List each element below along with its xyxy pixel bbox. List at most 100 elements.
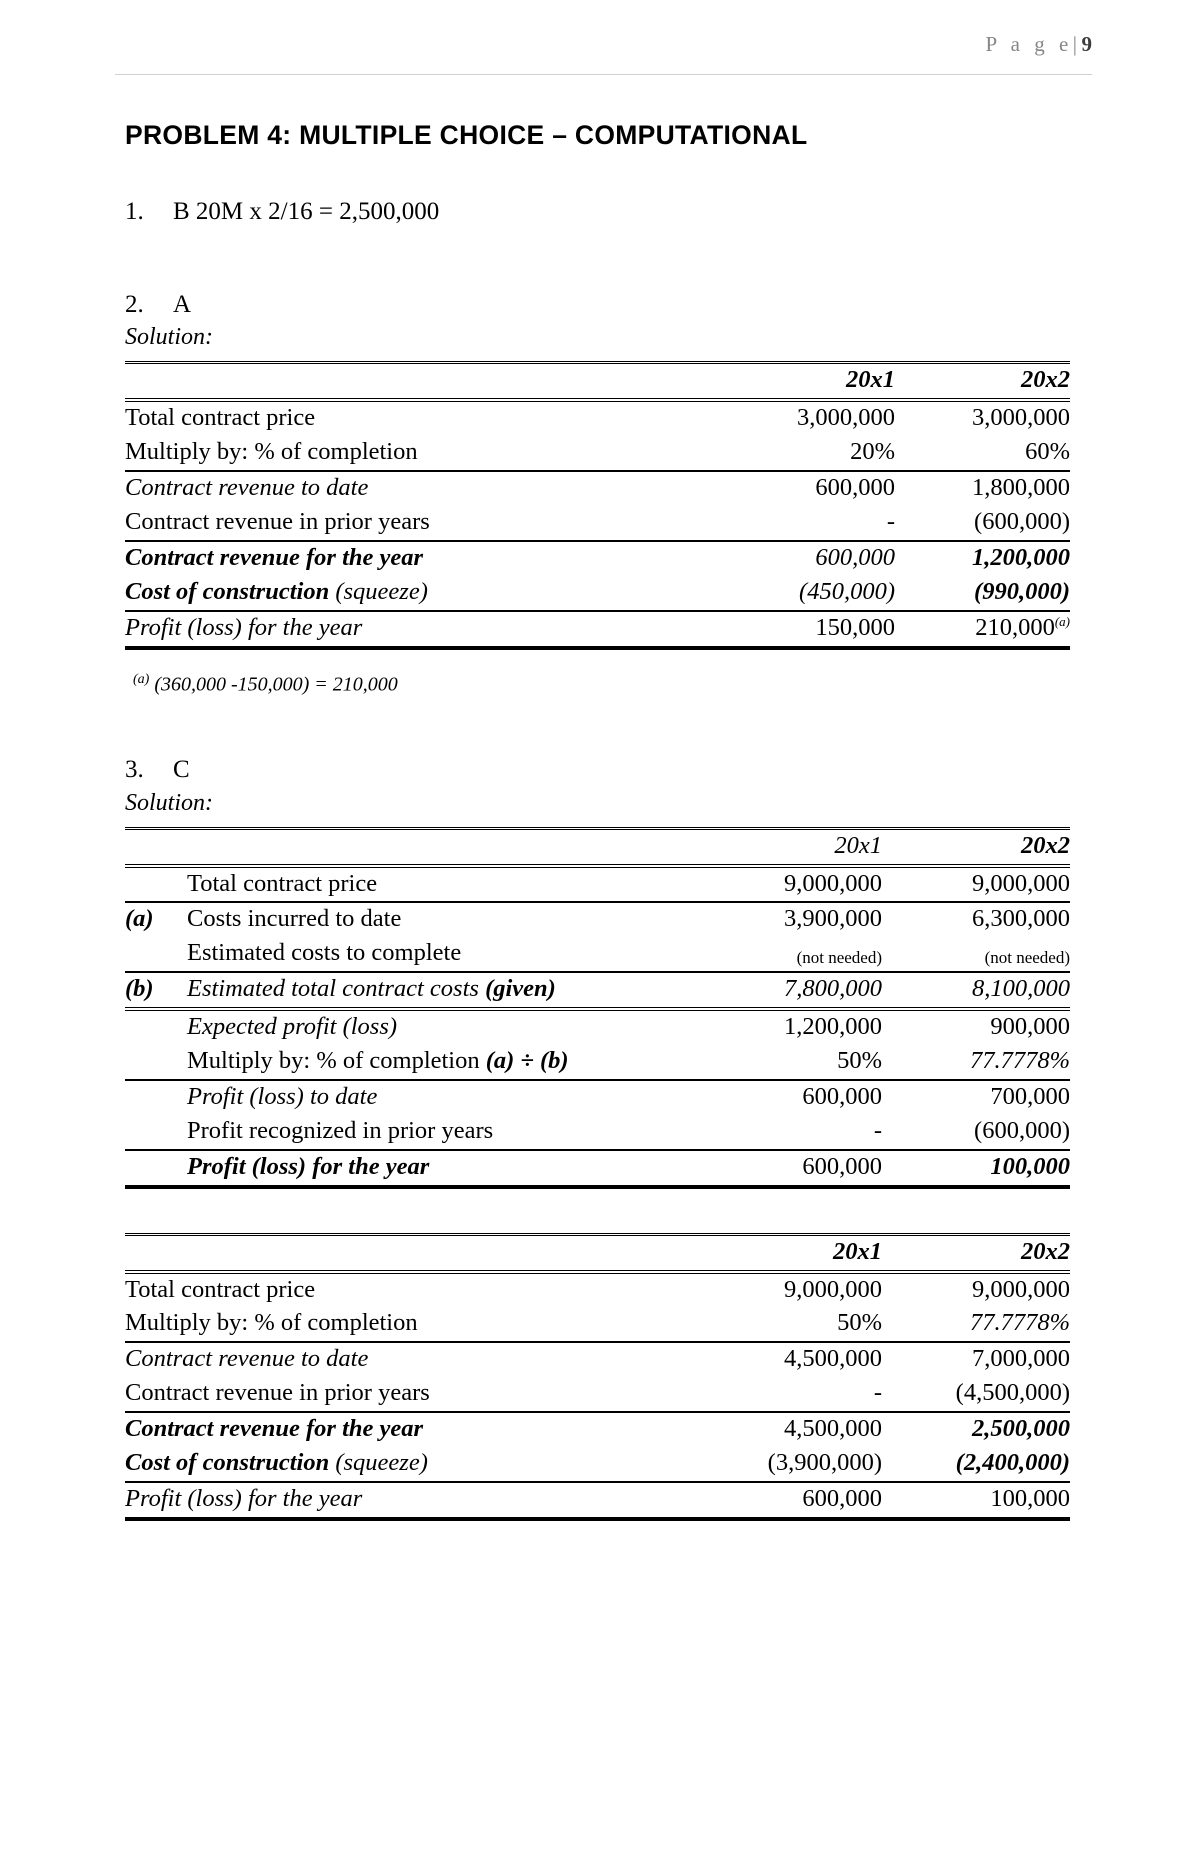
- t2-r7-v1: -: [694, 1114, 882, 1151]
- t2-r6-tag: [125, 1080, 187, 1115]
- t1-r1-v1: 20%: [720, 436, 895, 473]
- t3-r1-label: Multiply by: % of completion: [125, 1307, 694, 1344]
- spacer: [125, 696, 1070, 754]
- list-item-1: 1. B 20M x 2/16 = 2,500,000: [125, 196, 1070, 227]
- table-row: Multiply by: % of completion 50% 77.7778…: [125, 1307, 1070, 1344]
- table-problem-3-revenue: 20x1 20x2 Total contract price 9,000,000…: [125, 1232, 1070, 1521]
- t3-r5-label: Cost of construction: [125, 1449, 330, 1477]
- t2-r1-label: Costs incurred to date: [187, 905, 402, 933]
- t1-r1-label: Multiply by: % of completion: [125, 436, 720, 473]
- t2-r5-v2: 77.7778%: [882, 1045, 1070, 1081]
- item-1-number: 1.: [125, 197, 144, 225]
- t3-r0-v2: 9,000,000: [972, 1275, 1070, 1303]
- table-row: Total contract price 3,000,000 3,000,000: [125, 400, 1070, 436]
- t3-r5-label-suffix: (squeeze): [335, 1449, 428, 1477]
- page-content: PROBLEM 4: MULTIPLE CHOICE – COMPUTATION…: [125, 120, 1070, 1521]
- t3-r6-v2: 100,000: [882, 1482, 1070, 1521]
- item-3-number: 3.: [125, 756, 144, 784]
- table-row-header: 20x1 20x2: [125, 361, 1070, 403]
- t3-r3-label: Contract revenue in prior years: [125, 1377, 694, 1414]
- t1-hdr-blank: [125, 361, 720, 403]
- t1-r5-label: Cost of construction: [125, 577, 330, 605]
- t1-r5-label-suffix: (squeeze): [335, 577, 428, 605]
- t3-hdr-blank: [125, 1232, 694, 1274]
- table-row: Profit recognized in prior years - (600,…: [125, 1114, 1070, 1151]
- t1-r6-v1: 150,000: [720, 610, 895, 650]
- table-row-header: 20x1 20x2: [125, 826, 1070, 868]
- t1-r6-label: Profit (loss) for the year: [125, 610, 720, 650]
- t1-r1-v2: 60%: [895, 436, 1070, 473]
- t1-r4-label: Contract revenue for the year: [125, 543, 424, 571]
- t2-r2-v2: (not needed): [882, 937, 1070, 974]
- t2-hdr-20x1: 20x1: [694, 826, 882, 868]
- t2-r5-label: Multiply by: % of completion: [187, 1047, 480, 1075]
- t2-r8-v1: 600,000: [694, 1149, 882, 1189]
- t2-r1-v2: 6,300,000: [972, 905, 1070, 933]
- table-row: Multiply by: % of completion 20% 60%: [125, 436, 1070, 473]
- t2-r6-v2: 700,000: [990, 1082, 1070, 1110]
- item-2-answer: A: [173, 291, 192, 319]
- table-row: Cost of construction (squeeze) (450,000)…: [125, 575, 1070, 612]
- solution-label-2: Solution:: [125, 324, 213, 351]
- t3-r6-label: Profit (loss) for the year: [125, 1482, 694, 1521]
- t2-r1-tag: (a): [125, 905, 154, 933]
- table-row-header: 20x1 20x2: [125, 1232, 1070, 1274]
- t2-r2-label: Estimated costs to complete: [187, 937, 694, 974]
- t2-hdr-tag: [125, 826, 187, 868]
- t2-r5-label-suffix: (a) ÷ (b): [485, 1047, 569, 1075]
- t1-r5-v1: (450,000): [720, 575, 895, 612]
- t2-hdr-20x2: 20x2: [882, 826, 1070, 868]
- table-row: Expected profit (loss) 1,200,000 900,000: [125, 1009, 1070, 1045]
- t2-r3-label-suffix: (given): [485, 975, 556, 1003]
- table-row: Cost of construction (squeeze) (3,900,00…: [125, 1447, 1070, 1484]
- t2-r4-label: Expected profit (loss): [187, 1013, 398, 1041]
- t3-hdr-20x2: 20x2: [882, 1232, 1070, 1274]
- t2-r4-tag: [125, 1009, 187, 1045]
- t2-r2-tag: [125, 937, 187, 974]
- t2-r4-v1: 1,200,000: [784, 1013, 882, 1041]
- t1-hdr-20x2: 20x2: [895, 361, 1070, 403]
- t1-r0-v1: 3,000,000: [797, 404, 895, 432]
- table-row: (a) Costs incurred to date 3,900,000 6,3…: [125, 902, 1070, 937]
- t3-r4-label: Contract revenue for the year: [125, 1415, 424, 1443]
- page-number: 9: [1081, 32, 1093, 56]
- t3-r3-v2: (4,500,000): [882, 1377, 1070, 1414]
- t2-r3-label: Estimated total contract costs: [187, 975, 479, 1003]
- solution-label-3: Solution:: [125, 789, 213, 816]
- page-word: P a g e: [985, 32, 1073, 56]
- t1-r2-v2: 1,800,000: [972, 474, 1070, 502]
- page-separator: |: [1072, 32, 1082, 56]
- t2-r3-label-cell: Estimated total contract costs (given): [187, 972, 694, 1012]
- header-divider: [115, 74, 1092, 75]
- t2-r8-v2: 100,000: [882, 1149, 1070, 1189]
- table-row: Profit (loss) for the year 600,000 100,0…: [125, 1482, 1070, 1521]
- page-title: PROBLEM 4: MULTIPLE CHOICE – COMPUTATION…: [125, 120, 808, 150]
- t2-r7-v2: (600,000): [882, 1114, 1070, 1151]
- t3-r5-v1: (3,900,000): [694, 1447, 882, 1484]
- t2-r0-label: Total contract price: [187, 865, 694, 904]
- table-row: Contract revenue to date 600,000 1,800,0…: [125, 471, 1070, 506]
- t3-r4-v2: 2,500,000: [972, 1415, 1070, 1443]
- t1-r6-v2-cell: 210,000(a): [895, 610, 1070, 650]
- footnote-text: (360,000 -150,000) = 210,000: [154, 673, 398, 696]
- t2-r0-tag: [125, 865, 187, 904]
- table-problem-3-costs: 20x1 20x2 Total contract price 9,000,000…: [125, 826, 1070, 1189]
- table-row: Profit (loss) to date 600,000 700,000: [125, 1080, 1070, 1115]
- footnote-a: (a) (360,000 -150,000) = 210,000: [133, 672, 1070, 697]
- t3-hdr-20x1: 20x1: [694, 1232, 882, 1274]
- t1-r2-v1: 600,000: [815, 474, 895, 502]
- list-item-3: 3. C: [125, 754, 1070, 785]
- t2-r6-v1: 600,000: [802, 1082, 882, 1110]
- item-2-number: 2.: [125, 291, 144, 319]
- t1-r6-v2: 210,000: [975, 613, 1055, 641]
- table-row: Estimated costs to complete (not needed)…: [125, 937, 1070, 974]
- t1-r4-v1: 600,000: [815, 543, 895, 571]
- t3-r5-label-cell: Cost of construction (squeeze): [125, 1447, 694, 1484]
- t3-r4-v1: 4,500,000: [784, 1415, 882, 1443]
- table-row: (b) Estimated total contract costs (give…: [125, 972, 1070, 1012]
- item-1-text: B 20M x 2/16 = 2,500,000: [173, 197, 440, 225]
- item-3-answer: C: [173, 756, 190, 784]
- table-row: Total contract price 9,000,000 9,000,000: [125, 1272, 1070, 1308]
- t2-r2-v1: (not needed): [694, 937, 882, 974]
- footnote-marker: (a): [133, 671, 150, 687]
